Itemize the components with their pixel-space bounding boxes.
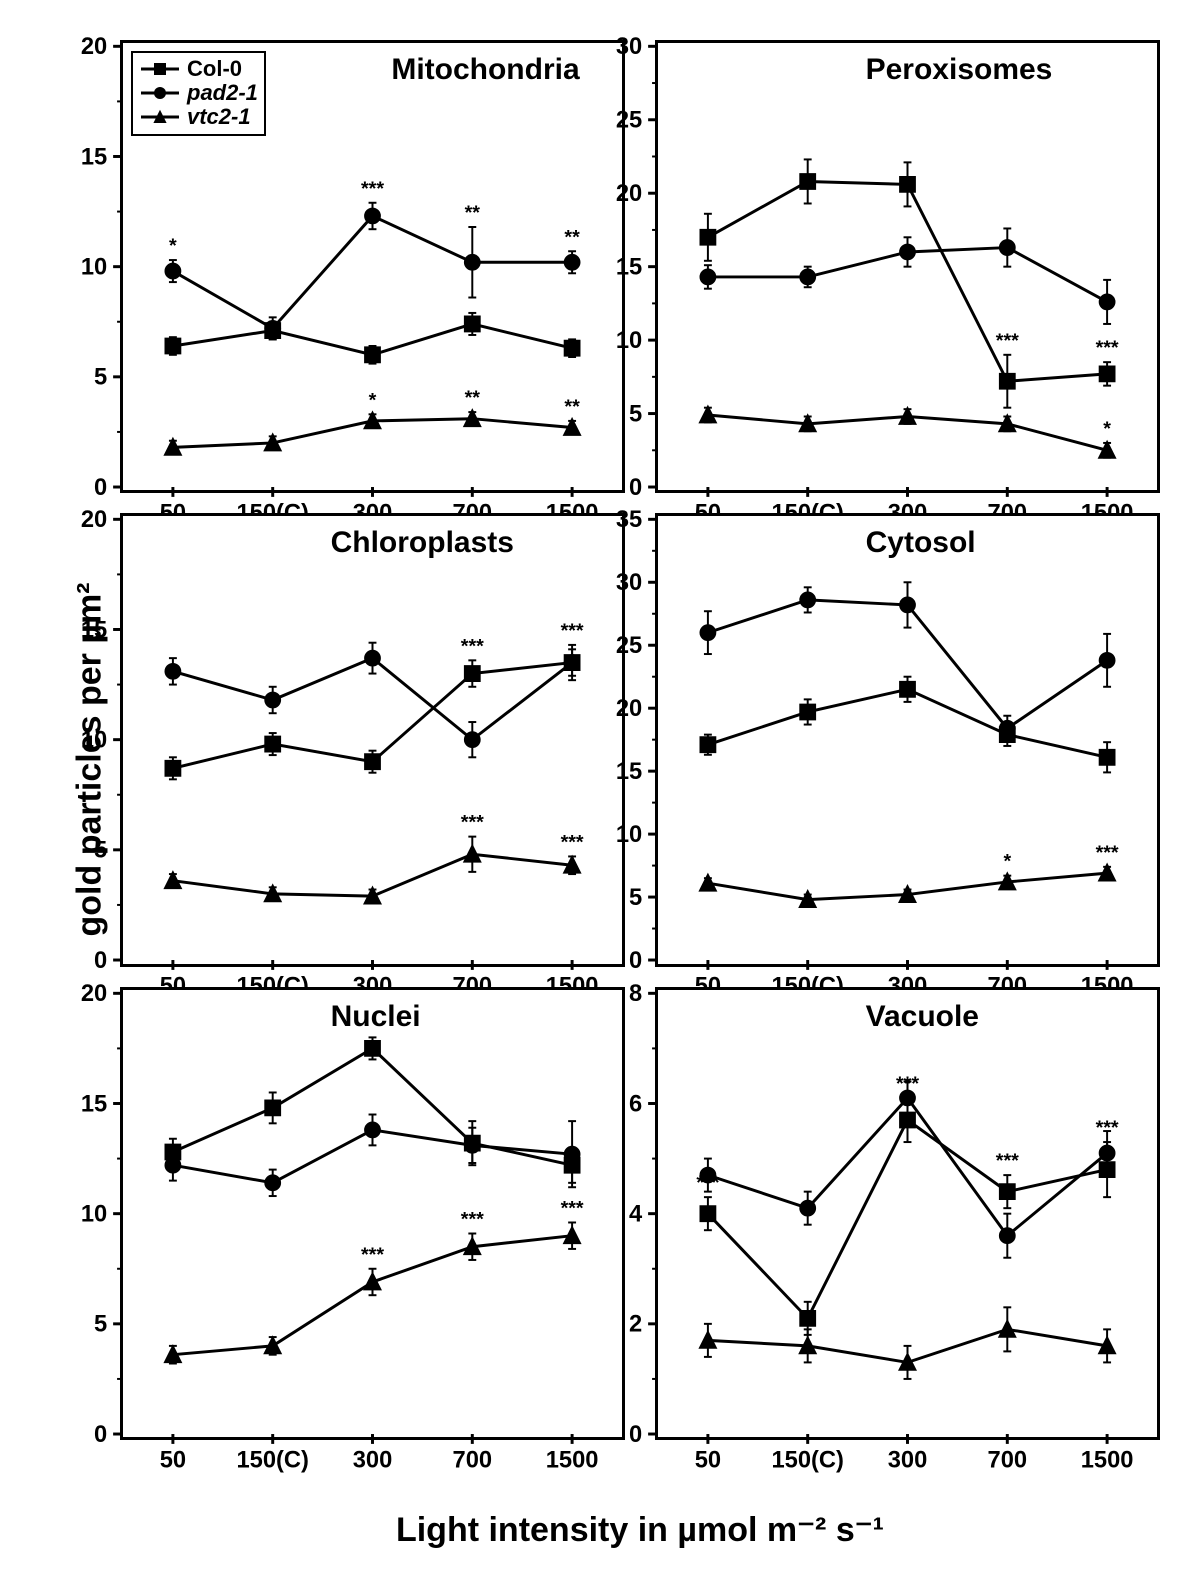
panel-title: Mitochondria [391,53,579,87]
svg-text:25: 25 [616,633,642,659]
svg-text:30: 30 [616,571,642,597]
svg-text:***: *** [996,330,1019,352]
panel-cytosol: 0510152025303550150(C)3007001500****Cyto… [655,513,1160,966]
svg-text:300: 300 [888,1447,928,1473]
svg-text:15: 15 [616,759,642,785]
svg-text:2: 2 [629,1311,642,1337]
svg-text:20: 20 [616,696,642,722]
svg-text:20: 20 [81,34,107,60]
svg-text:4: 4 [629,1201,643,1227]
panel-chloroplasts: 0510152050150(C)3007001500************Ch… [120,513,625,966]
svg-text:20: 20 [81,508,107,534]
svg-text:0: 0 [94,1422,107,1448]
svg-text:10: 10 [81,255,107,281]
svg-text:150(C): 150(C) [771,1447,843,1473]
panel-mitochondria: 0510152050150(C)3007001500*************M… [120,40,625,493]
svg-text:20: 20 [81,981,107,1007]
panel-title: Nuclei [331,1000,540,1034]
svg-text:0: 0 [94,948,107,974]
svg-text:0: 0 [94,475,107,501]
legend-item: Col-0 [139,57,258,81]
panel-title: Peroxisomes [866,53,1076,87]
figure-root: gold particles per µm² 0510152050150(C)3… [0,0,1200,1578]
svg-text:***: *** [461,636,484,658]
svg-text:5: 5 [629,885,642,911]
svg-text:***: *** [561,1197,584,1219]
svg-text:15: 15 [616,255,642,281]
svg-text:5: 5 [94,838,107,864]
panel-nuclei: 0510152050150(C)3007001500*********Nucle… [120,987,625,1440]
panel-title: Vacuole [866,1000,1076,1034]
svg-text:10: 10 [81,1201,107,1227]
svg-text:0: 0 [629,475,642,501]
svg-text:0: 0 [629,948,642,974]
svg-text:*: * [1103,418,1111,440]
svg-text:**: ** [465,202,481,224]
legend-label: Col-0 [187,57,242,81]
svg-text:700: 700 [453,1447,493,1473]
svg-text:***: *** [996,1150,1019,1172]
svg-text:5: 5 [94,365,107,391]
svg-text:25: 25 [616,108,642,134]
svg-text:**: ** [564,396,580,418]
panel-title: Cytosol [866,526,1076,560]
svg-text:15: 15 [81,618,107,644]
svg-text:10: 10 [616,328,642,354]
legend: Col-0pad2-1vtc2-1 [131,51,266,136]
svg-text:50: 50 [695,1447,721,1473]
svg-text:15: 15 [81,1091,107,1117]
svg-text:700: 700 [988,1447,1028,1473]
svg-text:**: ** [564,226,580,248]
svg-text:10: 10 [81,728,107,754]
svg-text:1500: 1500 [1081,1447,1134,1473]
panel-peroxisomes: 05101520253050150(C)3007001500*******Per… [655,40,1160,493]
legend-item: vtc2-1 [139,105,258,129]
svg-text:***: *** [461,1208,484,1230]
svg-text:150(C): 150(C) [236,1447,308,1473]
svg-text:***: *** [461,812,484,834]
svg-text:6: 6 [629,1091,642,1117]
svg-text:1500: 1500 [546,1447,599,1473]
svg-text:***: *** [361,1244,384,1266]
svg-text:15: 15 [81,144,107,170]
svg-text:10: 10 [616,822,642,848]
svg-text:8: 8 [629,981,642,1007]
svg-text:*: * [1003,851,1011,873]
legend-label: pad2-1 [187,81,258,105]
svg-text:**: ** [465,387,481,409]
legend-label: vtc2-1 [187,105,251,129]
legend-item: pad2-1 [139,81,258,105]
panel-title: Chloroplasts [331,526,540,560]
panel-vacuole: 0246850150(C)3007001500************Vacuo… [655,987,1160,1440]
svg-text:***: *** [361,178,384,200]
svg-text:*: * [169,235,177,257]
svg-text:35: 35 [616,508,642,534]
svg-text:300: 300 [353,1447,393,1473]
svg-text:0: 0 [629,1422,642,1448]
svg-text:5: 5 [629,401,642,427]
svg-text:50: 50 [160,1447,186,1473]
svg-text:***: *** [561,832,584,854]
svg-text:20: 20 [616,181,642,207]
svg-text:*: * [369,389,377,411]
panel-grid: 0510152050150(C)3007001500*************M… [120,40,1160,1440]
svg-text:***: *** [1096,842,1119,864]
svg-text:***: *** [561,620,584,642]
x-axis-label: Light intensity in µmol m⁻² s⁻¹ [120,1510,1160,1550]
svg-text:***: *** [1096,337,1119,359]
svg-text:5: 5 [94,1311,107,1337]
svg-text:30: 30 [616,34,642,60]
